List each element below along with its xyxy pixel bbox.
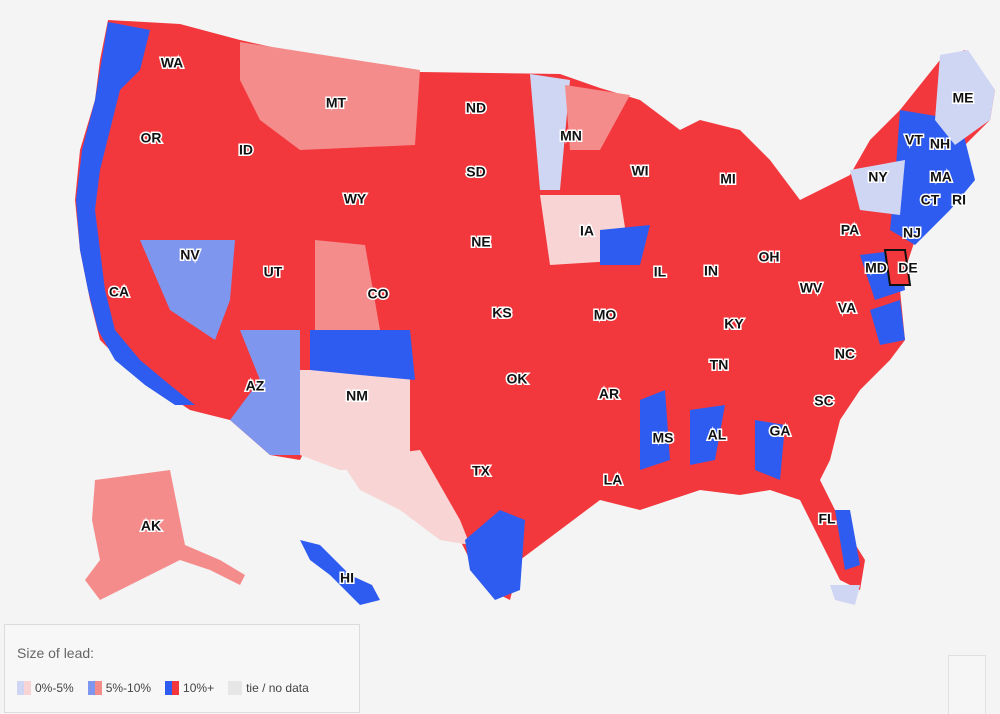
state-label-ut: UT: [264, 264, 283, 280]
state-label-ct: CT: [921, 192, 940, 208]
state-label-mn: MN: [560, 128, 582, 144]
minnesota-east-pink: [565, 85, 630, 150]
legend-label-tie: tie / no data: [246, 681, 309, 695]
alaska-shape: [85, 470, 245, 600]
state-label-pa: PA: [841, 222, 859, 238]
legend-label-0-5: 0%-5%: [35, 681, 74, 695]
state-label-hi: HI: [340, 570, 354, 586]
state-label-or: OR: [141, 130, 162, 146]
florida-blue: [835, 510, 860, 570]
state-label-oh: OH: [759, 249, 780, 265]
state-label-wa: WA: [161, 55, 184, 71]
state-label-wy: WY: [344, 191, 367, 207]
colorado-west-region: [315, 240, 380, 330]
west-coast-blue-region: [76, 22, 195, 405]
state-label-fl: FL: [818, 511, 836, 527]
maine-region: [935, 50, 995, 145]
new-york-pale: [850, 160, 905, 215]
legend-item-0-5: 0%-5%: [17, 681, 74, 695]
state-label-ri: RI: [952, 192, 966, 208]
legend-item-10-plus: 10%+: [165, 681, 214, 695]
state-label-in: IN: [704, 263, 718, 279]
arizona-south-region: [230, 330, 300, 455]
state-label-va: VA: [838, 300, 856, 316]
georgia-blue: [755, 420, 785, 480]
state-label-wv: WV: [800, 280, 823, 296]
legend-swatch-5-10: [87, 681, 102, 695]
state-label-ky: KY: [724, 316, 744, 332]
legend-panel: Size of lead: 0%-5% 5%-10% 10%+ tie / no…: [4, 624, 360, 713]
state-label-ma: MA: [930, 169, 952, 185]
state-label-az: AZ: [246, 378, 265, 394]
nevada-region: [140, 240, 235, 340]
legend-item-5-10: 5%-10%: [87, 681, 152, 695]
mississippi-delta-blue: [640, 390, 670, 470]
state-label-ok: OK: [507, 371, 528, 387]
state-label-ar: AR: [599, 386, 619, 402]
state-label-ia: IA: [580, 223, 594, 239]
state-label-sd: SD: [466, 164, 485, 180]
state-label-sc: SC: [814, 393, 833, 409]
state-label-nj: NJ: [903, 225, 921, 241]
legend-label-5-10: 5%-10%: [105, 681, 152, 695]
state-label-mt: MT: [326, 95, 347, 111]
texas-south-blue: [465, 510, 525, 600]
state-label-md: MD: [865, 260, 887, 276]
state-label-ga: GA: [770, 423, 791, 439]
state-label-nc: NC: [835, 346, 855, 362]
legend-swatch-tie: [228, 681, 243, 695]
state-label-nm: NM: [346, 388, 368, 404]
state-label-ms: MS: [653, 430, 674, 446]
new-mexico-north-blue: [310, 330, 415, 380]
virginia-east-blue: [870, 300, 905, 345]
state-label-nd: ND: [466, 100, 486, 116]
state-label-mi: MI: [720, 171, 736, 187]
iowa-east-blue: [600, 225, 650, 265]
state-label-il: IL: [654, 264, 667, 280]
legend-swatch-10-plus: [165, 681, 180, 695]
montana-region: [240, 42, 420, 150]
state-label-ny: NY: [868, 169, 888, 185]
new-mexico-region: [300, 370, 410, 470]
state-label-la: LA: [604, 472, 623, 488]
state-label-tn: TN: [710, 357, 729, 373]
state-label-wi: WI: [631, 163, 648, 179]
legend-label-10-plus: 10%+: [183, 681, 215, 695]
state-label-de: DE: [898, 260, 917, 276]
state-label-ca: CA: [109, 284, 129, 300]
legend-items: 0%-5% 5%-10% 10%+ tie / no data: [17, 681, 309, 695]
state-label-me: ME: [953, 90, 974, 106]
florida-keys: [830, 585, 860, 605]
hawaii-shape: [300, 540, 380, 605]
texas-west-pale: [340, 450, 470, 545]
state-label-id: ID: [239, 142, 253, 158]
state-label-nv: NV: [180, 247, 200, 263]
delaware-outline: [883, 249, 912, 286]
state-label-tx: TX: [472, 463, 491, 479]
state-label-ak: AK: [141, 518, 161, 534]
state-label-al: AL: [708, 427, 727, 443]
state-label-ks: KS: [492, 305, 511, 321]
legend-title: Size of lead:: [17, 645, 95, 661]
minnesota-region: [530, 74, 570, 190]
legend-swatch-0-5: [17, 681, 31, 695]
state-label-mo: MO: [594, 307, 617, 323]
state-label-vt: VT: [905, 132, 923, 148]
state-label-nh: NH: [930, 136, 950, 152]
state-label-co: CO: [368, 286, 389, 302]
northeast-blue: [890, 110, 975, 245]
alabama-blue: [690, 405, 725, 465]
map-control-box[interactable]: [948, 655, 986, 714]
state-label-ne: NE: [471, 234, 490, 250]
legend-item-tie: tie / no data: [228, 681, 309, 695]
